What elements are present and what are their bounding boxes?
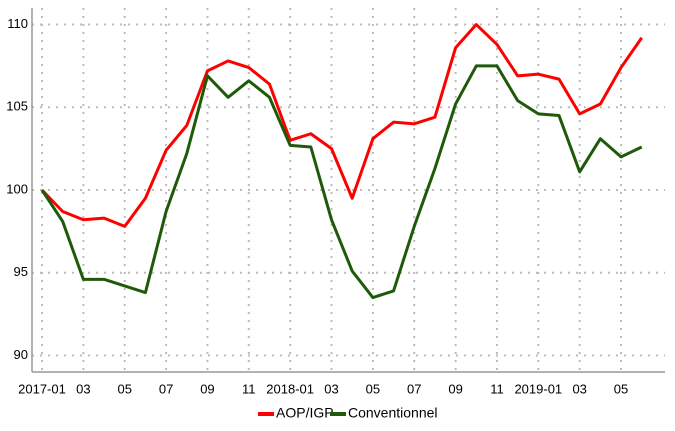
legend-label: AOP/IGP <box>276 405 334 421</box>
x-tick-label: 09 <box>200 381 214 396</box>
x-tick-label: 07 <box>407 381 421 396</box>
x-tick-label: 05 <box>614 381 628 396</box>
x-tick-label: 03 <box>76 381 90 396</box>
x-tick-label: 09 <box>448 381 462 396</box>
x-tick-label: 11 <box>242 381 256 396</box>
x-tick-label: 03 <box>324 381 338 396</box>
y-tick-label: 95 <box>14 264 28 279</box>
x-tick-label: 05 <box>117 381 131 396</box>
x-tick-label: 2019-01 <box>514 381 562 396</box>
x-tick-label: 2017-01 <box>18 381 66 396</box>
legend-label: Conventionnel <box>348 405 438 421</box>
y-tick-label: 100 <box>6 181 28 196</box>
x-tick-label: 05 <box>366 381 380 396</box>
y-tick-label: 110 <box>7 16 28 31</box>
x-tick-label: 07 <box>159 381 173 396</box>
line-series <box>40 64 643 300</box>
x-tick-label: 03 <box>572 381 586 396</box>
x-tick-label: 2018-01 <box>266 381 314 396</box>
line-series <box>40 23 643 228</box>
y-tick-label: 105 <box>6 99 28 114</box>
y-tick-label: 90 <box>14 347 28 362</box>
x-tick-label: 11 <box>490 381 504 396</box>
